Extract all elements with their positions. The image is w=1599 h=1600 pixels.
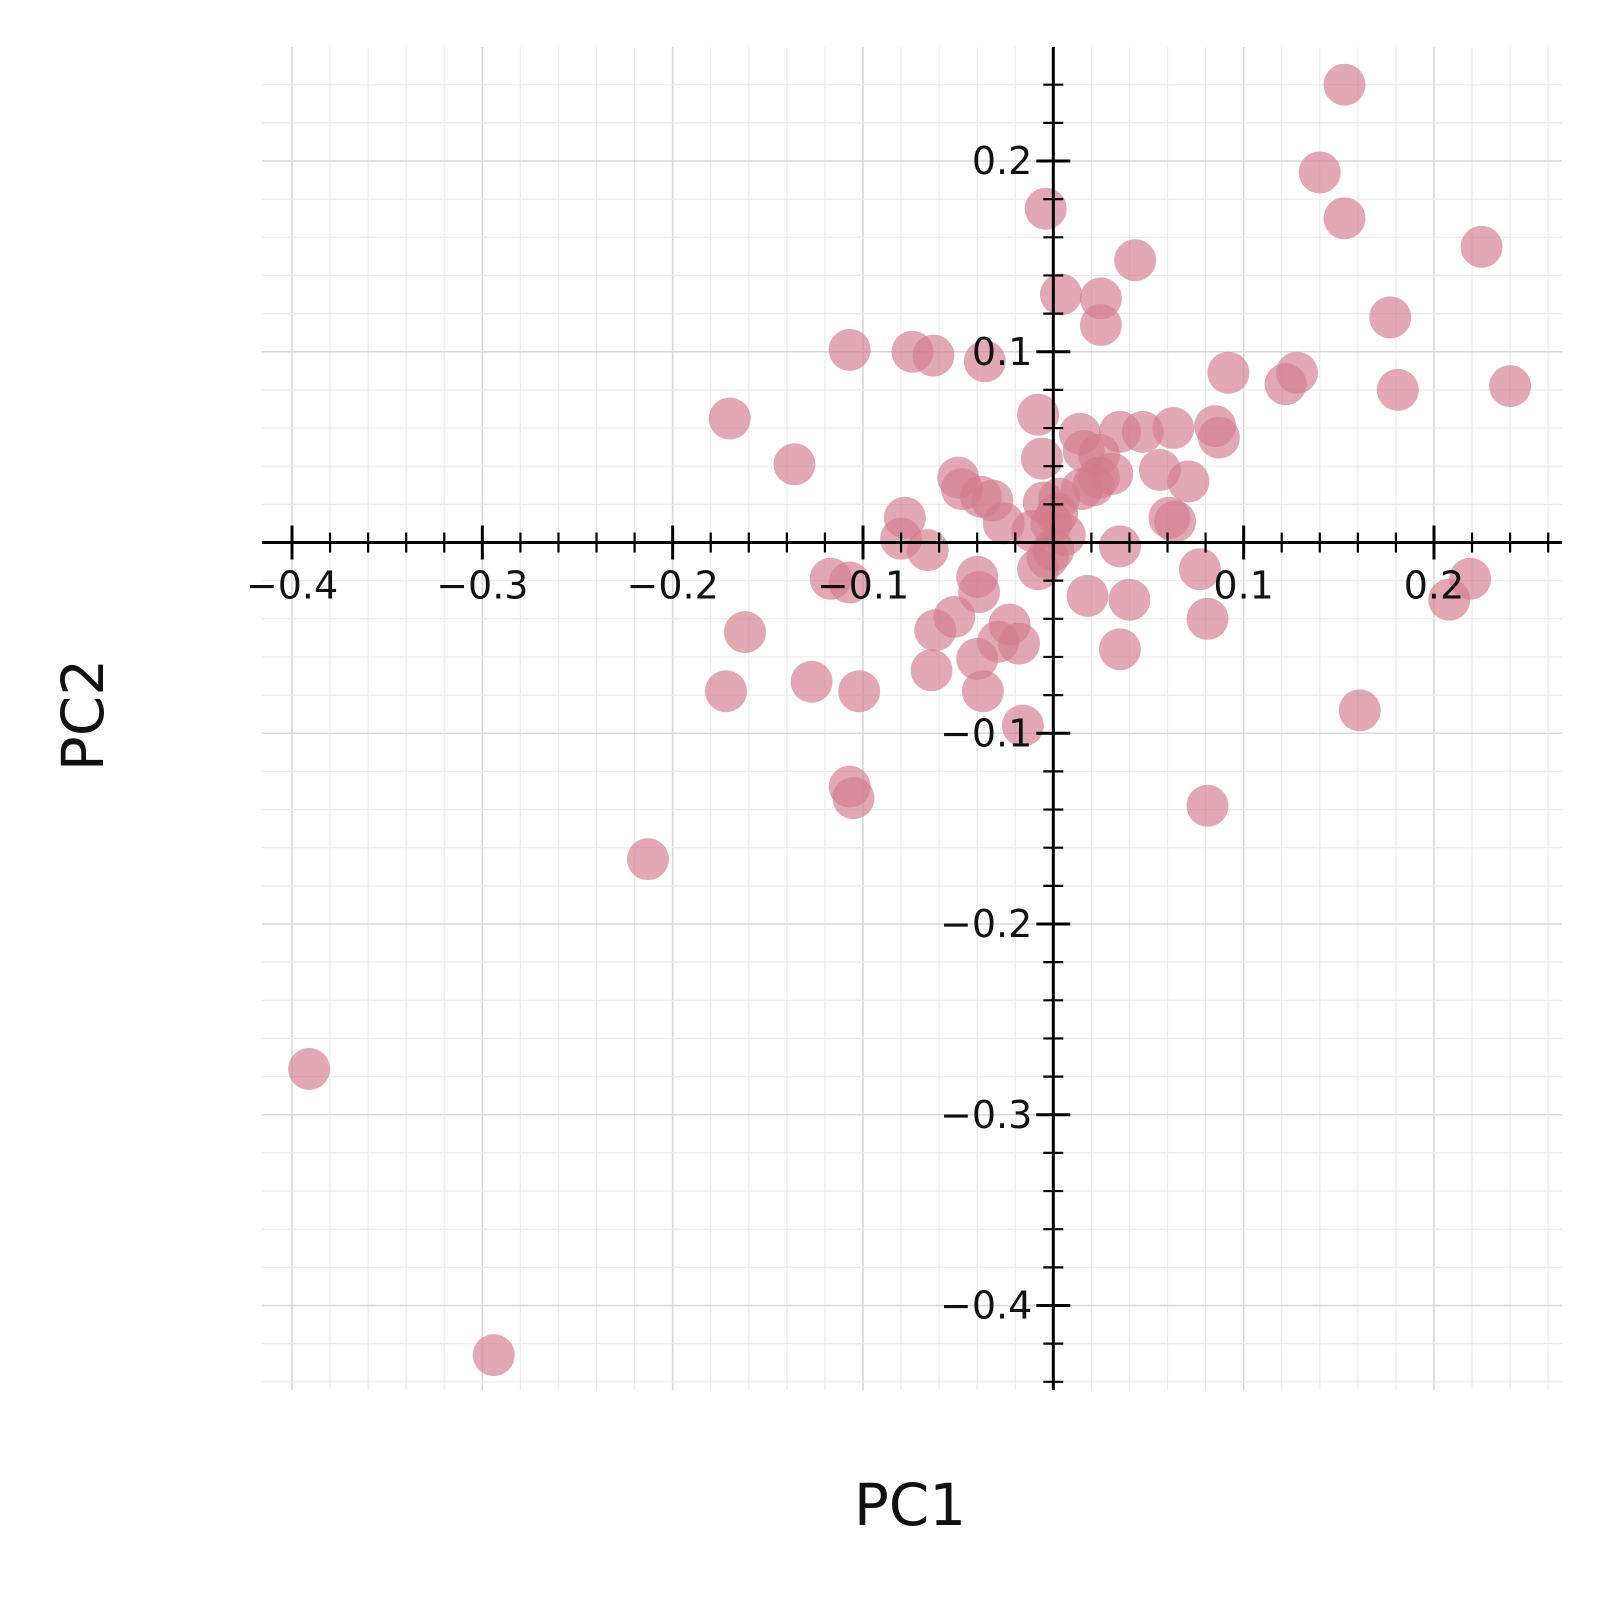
data-point	[704, 670, 747, 713]
grid-lines	[262, 47, 1562, 1390]
x-tick-label: 0.2	[1404, 564, 1464, 608]
data-point	[1376, 368, 1419, 411]
data-point	[1072, 464, 1115, 507]
x-tick-label: −0.3	[436, 564, 528, 608]
data-point	[906, 529, 949, 572]
data-point	[1079, 304, 1122, 347]
data-point	[828, 561, 871, 604]
data-point	[472, 1334, 515, 1377]
x-tick-label: −0.4	[246, 564, 338, 608]
data-point	[1098, 628, 1141, 671]
data-point	[1020, 437, 1063, 480]
data-point	[708, 397, 751, 440]
data-point	[832, 777, 875, 820]
x-tick-label: 0.1	[1213, 564, 1273, 608]
data-point	[1152, 407, 1195, 450]
data-point	[1186, 784, 1229, 827]
x-tick-label: −0.2	[627, 564, 719, 608]
data-point	[1108, 578, 1151, 621]
data-point	[790, 660, 833, 703]
y-tick-label: −0.1	[940, 711, 1032, 755]
data-point	[1489, 365, 1532, 408]
data-point	[1001, 704, 1044, 747]
data-point	[1338, 689, 1381, 732]
data-point	[910, 649, 953, 692]
data-point	[1178, 548, 1221, 591]
data-point	[956, 637, 999, 680]
data-point	[1121, 410, 1164, 453]
data-point	[828, 328, 871, 371]
data-point	[1039, 273, 1082, 316]
x-axis-title: PC1	[854, 1471, 966, 1539]
data-point	[1024, 187, 1067, 230]
data-point	[838, 670, 881, 713]
data-point	[1197, 416, 1240, 459]
data-point	[1264, 363, 1307, 406]
x-tick-label: −0.1	[817, 564, 909, 608]
y-tick-label: 0.1	[972, 330, 1032, 374]
data-point	[912, 334, 955, 377]
data-point	[1154, 500, 1197, 543]
y-tick-label: −0.4	[940, 1284, 1032, 1328]
data-point	[1460, 225, 1503, 268]
data-point	[288, 1047, 331, 1090]
data-point	[1323, 63, 1366, 106]
data-point	[1323, 197, 1366, 240]
data-point	[1428, 578, 1471, 621]
data-point	[1369, 296, 1412, 339]
data-point	[961, 670, 1004, 713]
data-points	[288, 63, 1532, 1377]
data-point	[1186, 597, 1229, 640]
y-tick-label: 0.2	[972, 139, 1032, 183]
data-point	[773, 443, 816, 486]
data-point	[1098, 525, 1141, 568]
data-point	[1167, 460, 1210, 503]
axes	[262, 47, 1562, 1390]
data-point	[1207, 351, 1250, 394]
y-tick-label: −0.2	[940, 902, 1032, 946]
y-tick-label: −0.3	[940, 1093, 1032, 1137]
data-point	[1017, 393, 1060, 436]
data-point	[1066, 574, 1109, 617]
data-point	[963, 340, 1006, 383]
data-point	[914, 609, 957, 652]
data-point	[723, 611, 766, 654]
y-axis-title: PC2	[49, 659, 117, 771]
tick-labels: −0.4 −0.3 −0.2 −0.1 0.1 0.2 0.2 0.1 −0.1 −0.2 −0.3…	[246, 139, 1464, 1328]
data-point	[1114, 239, 1157, 282]
data-point	[1298, 151, 1341, 194]
data-point	[626, 838, 669, 881]
